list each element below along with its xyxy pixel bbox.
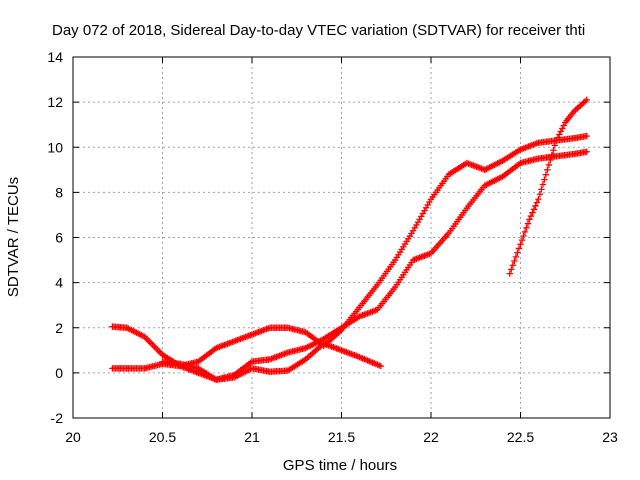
data-point <box>545 161 553 169</box>
data-point <box>551 142 559 149</box>
y-tick-label: 0 <box>55 365 63 381</box>
data-point <box>583 96 590 104</box>
data-point <box>548 151 556 159</box>
chart-title: Day 072 of 2018, Sidereal Day-to-day VTE… <box>52 22 585 39</box>
data-point <box>506 270 513 277</box>
y-tick-label: 12 <box>47 94 63 110</box>
data-point <box>544 166 551 174</box>
data-point <box>538 186 545 193</box>
series-1 <box>109 148 590 383</box>
data-point <box>527 212 535 220</box>
x-tick-label: 23 <box>602 429 618 445</box>
data-point <box>514 249 521 256</box>
data-point <box>532 202 539 210</box>
x-tick-label: 20.5 <box>149 429 176 445</box>
data-point <box>530 206 538 213</box>
data-point <box>508 266 515 273</box>
data-point <box>511 257 518 265</box>
data-point <box>535 195 542 203</box>
x-tick-label: 21 <box>244 429 260 445</box>
y-tick-label: 2 <box>55 320 63 336</box>
x-tick-label: 22 <box>423 429 439 445</box>
data-point <box>541 176 548 183</box>
gridlines <box>73 57 610 418</box>
data-point <box>518 236 526 244</box>
data-point <box>529 209 536 216</box>
data-point <box>515 245 523 252</box>
x-tick-label: 22.5 <box>507 429 534 445</box>
data-point <box>547 156 554 164</box>
series-4 <box>506 96 590 277</box>
y-axis-title: SDTVAR / TECUs <box>5 177 22 297</box>
data-point <box>560 122 567 129</box>
data-point <box>557 128 564 135</box>
y-tick-label: 10 <box>47 139 63 155</box>
data-point <box>550 147 557 154</box>
y-tick-label: 4 <box>55 275 63 291</box>
data-point <box>524 220 532 227</box>
y-tick-label: 6 <box>55 230 63 246</box>
axis-ticks <box>72 56 611 419</box>
y-tick-label: -2 <box>51 410 64 426</box>
data-series <box>109 96 590 383</box>
data-point <box>520 232 527 240</box>
data-point <box>523 224 530 231</box>
x-tick-label: 20 <box>65 429 81 445</box>
data-point <box>526 216 533 223</box>
x-tick-label: 21.5 <box>328 429 355 445</box>
x-axis-title: GPS time / hours <box>283 457 397 474</box>
data-point <box>583 148 590 155</box>
data-point <box>559 125 566 132</box>
data-point <box>509 262 517 269</box>
y-tick-labels: -2 0 2 4 6 8 10 12 14 <box>47 49 63 426</box>
x-tick-labels: 20 20.5 21 21.5 22 22.5 23 <box>65 429 618 445</box>
data-point <box>517 241 524 248</box>
data-point <box>533 199 541 206</box>
data-point <box>377 362 385 370</box>
y-tick-label: 8 <box>55 184 63 200</box>
data-point <box>536 191 544 198</box>
data-point <box>521 228 529 236</box>
series-3 <box>159 340 385 383</box>
data-point <box>539 181 547 188</box>
y-tick-label: 14 <box>47 49 63 65</box>
data-point <box>542 171 550 178</box>
data-point <box>512 253 520 261</box>
data-point <box>583 132 590 140</box>
